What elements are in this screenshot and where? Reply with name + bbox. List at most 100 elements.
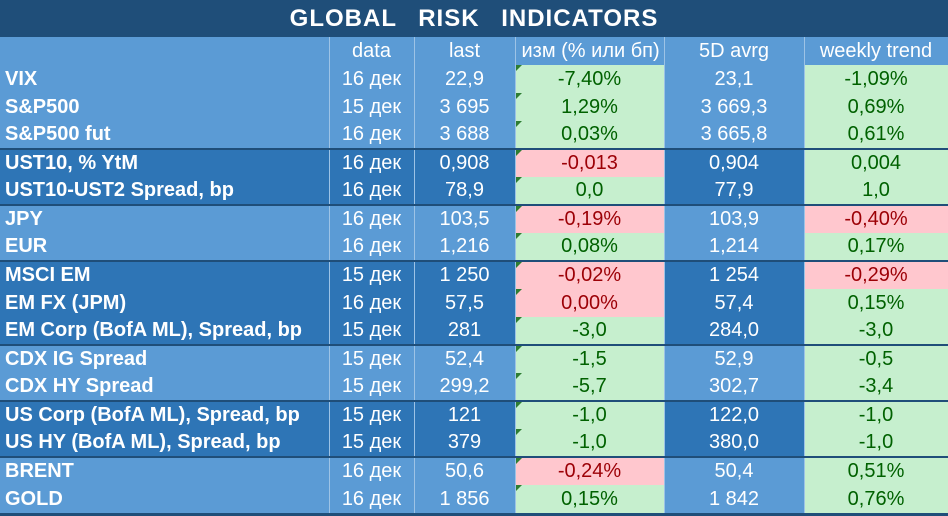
table-row: US HY (BofA ML), Spread, bp 15 дек 379 -1,0… bbox=[0, 429, 948, 457]
weekly-trend-cell: 0,61% bbox=[804, 121, 948, 149]
change-cell: 0,08% bbox=[515, 233, 665, 261]
weekly-trend-cell: 0,76% bbox=[804, 485, 948, 513]
header-5d-avg: 5D avrg bbox=[664, 37, 805, 65]
header-last: last bbox=[414, 37, 516, 65]
last-value-cell: 1 856 bbox=[414, 485, 516, 513]
date-cell: 15 дек bbox=[329, 317, 415, 345]
weekly-trend-cell: -1,0 bbox=[804, 429, 948, 457]
table-row: S&P500 fut 16 дек 3 688 0,03% 3 665,8 0,61% bbox=[0, 121, 948, 149]
change-cell: 0,15% bbox=[515, 485, 665, 513]
avg-5d-cell: 3 665,8 bbox=[664, 121, 805, 149]
weekly-trend-cell: -3,0 bbox=[804, 317, 948, 345]
weekly-trend-cell: 1,0 bbox=[804, 177, 948, 205]
risk-indicators-table: data last изм (% или бп) 5D avrg weekly … bbox=[0, 37, 948, 513]
change-cell: -0,19% bbox=[515, 204, 665, 233]
avg-5d-cell: 50,4 bbox=[664, 456, 805, 485]
change-cell: 0,0 bbox=[515, 177, 665, 205]
indicator-name: CDX HY Spread bbox=[0, 373, 330, 401]
change-cell: -0,02% bbox=[515, 260, 665, 289]
last-value-cell: 281 bbox=[414, 317, 516, 345]
indicator-name: VIX bbox=[0, 65, 330, 93]
table-row: EM FX (JPM) 16 дек 57,5 0,00% 57,4 0,15% bbox=[0, 289, 948, 317]
header-row: data last изм (% или бп) 5D avrg weekly … bbox=[0, 37, 948, 65]
change-cell: -3,0 bbox=[515, 317, 665, 345]
date-cell: 15 дек bbox=[329, 373, 415, 401]
table-row: VIX 16 дек 22,9 -7,40% 23,1 -1,09% bbox=[0, 65, 948, 93]
avg-5d-cell: 302,7 bbox=[664, 373, 805, 401]
last-value-cell: 1 250 bbox=[414, 260, 516, 289]
indicator-name: EM FX (JPM) bbox=[0, 289, 330, 317]
table-row: GOLD 16 дек 1 856 0,15% 1 842 0,76% bbox=[0, 485, 948, 513]
indicator-name: MSCI EM bbox=[0, 260, 330, 289]
indicator-name: EM Corp (BofA ML), Spread, bp bbox=[0, 317, 330, 345]
weekly-trend-cell: -0,40% bbox=[804, 204, 948, 233]
indicator-name: US HY (BofA ML), Spread, bp bbox=[0, 429, 330, 457]
date-cell: 16 дек bbox=[329, 121, 415, 149]
last-value-cell: 52,4 bbox=[414, 344, 516, 373]
weekly-trend-cell: 0,004 bbox=[804, 148, 948, 177]
avg-5d-cell: 103,9 bbox=[664, 204, 805, 233]
avg-5d-cell: 77,9 bbox=[664, 177, 805, 205]
avg-5d-cell: 3 669,3 bbox=[664, 93, 805, 121]
avg-5d-cell: 52,9 bbox=[664, 344, 805, 373]
avg-5d-cell: 284,0 bbox=[664, 317, 805, 345]
indicator-name: S&P500 bbox=[0, 93, 330, 121]
weekly-trend-cell: -1,09% bbox=[804, 65, 948, 93]
indicator-name: US Corp (BofA ML), Spread, bp bbox=[0, 400, 330, 429]
date-cell: 15 дек bbox=[329, 344, 415, 373]
table-row: S&P500 15 дек 3 695 1,29% 3 669,3 0,69% bbox=[0, 93, 948, 121]
table-row: EM Corp (BofA ML), Spread, bp 15 дек 281 -3… bbox=[0, 317, 948, 345]
indicator-name: S&P500 fut bbox=[0, 121, 330, 149]
weekly-trend-cell: -0,29% bbox=[804, 260, 948, 289]
weekly-trend-cell: -0,5 bbox=[804, 344, 948, 373]
date-cell: 15 дек bbox=[329, 400, 415, 429]
table-row: UST10, % YtM 16 дек 0,908 -0,013 0,904 0,004 bbox=[0, 148, 948, 177]
table-row: CDX IG Spread 15 дек 52,4 -1,5 52,9 -0,5 bbox=[0, 344, 948, 373]
change-cell: -1,0 bbox=[515, 400, 665, 429]
change-cell: 1,29% bbox=[515, 93, 665, 121]
date-cell: 16 дек bbox=[329, 177, 415, 205]
avg-5d-cell: 1 254 bbox=[664, 260, 805, 289]
change-cell: 0,00% bbox=[515, 289, 665, 317]
header-date: data bbox=[329, 37, 415, 65]
last-value-cell: 299,2 bbox=[414, 373, 516, 401]
weekly-trend-cell: 0,17% bbox=[804, 233, 948, 261]
change-cell: -1,5 bbox=[515, 344, 665, 373]
table-row: US Corp (BofA ML), Spread, bp 15 дек 121 -1… bbox=[0, 400, 948, 429]
date-cell: 16 дек bbox=[329, 65, 415, 93]
last-value-cell: 379 bbox=[414, 429, 516, 457]
indicator-name: BRENT bbox=[0, 456, 330, 485]
date-cell: 15 дек bbox=[329, 260, 415, 289]
last-value-cell: 3 688 bbox=[414, 121, 516, 149]
date-cell: 16 дек bbox=[329, 456, 415, 485]
table-row: MSCI EM 15 дек 1 250 -0,02% 1 254 -0,29% bbox=[0, 260, 948, 289]
last-value-cell: 22,9 bbox=[414, 65, 516, 93]
avg-5d-cell: 380,0 bbox=[664, 429, 805, 457]
last-value-cell: 50,6 bbox=[414, 456, 516, 485]
change-cell: -0,013 bbox=[515, 148, 665, 177]
table-row: UST10-UST2 Spread, bp 16 дек 78,9 0,0 77,9 1,… bbox=[0, 177, 948, 205]
date-cell: 16 дек bbox=[329, 204, 415, 233]
avg-5d-cell: 0,904 bbox=[664, 148, 805, 177]
avg-5d-cell: 57,4 bbox=[664, 289, 805, 317]
weekly-trend-cell: 0,15% bbox=[804, 289, 948, 317]
table-row: EUR 16 дек 1,216 0,08% 1,214 0,17% bbox=[0, 233, 948, 261]
change-cell: -1,0 bbox=[515, 429, 665, 457]
table-row: CDX HY Spread 15 дек 299,2 -5,7 302,7 -3,4 bbox=[0, 373, 948, 401]
indicator-name: JPY bbox=[0, 204, 330, 233]
date-cell: 15 дек bbox=[329, 429, 415, 457]
last-value-cell: 3 695 bbox=[414, 93, 516, 121]
last-value-cell: 57,5 bbox=[414, 289, 516, 317]
weekly-trend-cell: -3,4 bbox=[804, 373, 948, 401]
table-row: BRENT 16 дек 50,6 -0,24% 50,4 0,51% bbox=[0, 456, 948, 485]
indicator-name: GOLD bbox=[0, 485, 330, 513]
page-title: GLOBAL RISK INDICATORS bbox=[0, 0, 948, 37]
change-cell: -5,7 bbox=[515, 373, 665, 401]
change-cell: 0,03% bbox=[515, 121, 665, 149]
last-value-cell: 1,216 bbox=[414, 233, 516, 261]
last-value-cell: 121 bbox=[414, 400, 516, 429]
weekly-trend-cell: 0,51% bbox=[804, 456, 948, 485]
avg-5d-cell: 1 842 bbox=[664, 485, 805, 513]
date-cell: 16 дек bbox=[329, 233, 415, 261]
avg-5d-cell: 122,0 bbox=[664, 400, 805, 429]
